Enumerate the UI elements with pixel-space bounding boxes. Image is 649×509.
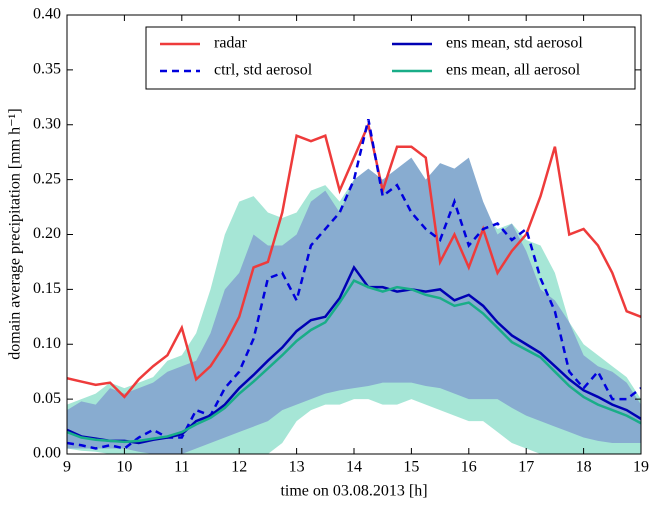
- x-tick-label: 16: [461, 459, 477, 476]
- y-tick-label: 0.25: [33, 170, 61, 187]
- x-tick-label: 19: [633, 459, 649, 476]
- series-line: [67, 118, 641, 450]
- series-line: [67, 120, 641, 399]
- y-tick-label: 0.00: [33, 445, 61, 462]
- legend-label: radar: [214, 35, 248, 52]
- x-tick-label: 18: [576, 459, 592, 476]
- y-tick-label: 0.40: [33, 6, 61, 23]
- x-tick-label: 11: [174, 459, 189, 476]
- x-tick-label: 13: [289, 459, 305, 476]
- series-line: [67, 279, 641, 444]
- x-tick-label: 14: [346, 459, 362, 476]
- y-tick-label: 0.35: [33, 61, 61, 78]
- y-tick-label: 0.20: [33, 225, 61, 242]
- x-tick-label: 17: [518, 459, 534, 476]
- y-tick-label: 0.30: [33, 115, 61, 132]
- y-axis-label: domain average precipitation [mm h⁻¹]: [7, 108, 24, 359]
- x-axis-label: time on 03.08.2013 [h]: [280, 483, 427, 500]
- y-tick-label: 0.05: [33, 390, 61, 407]
- x-tick-label: 9: [63, 459, 71, 476]
- x-tick-label: 15: [403, 459, 419, 476]
- x-tick-label: 12: [231, 459, 247, 476]
- legend-label: ctrl, std aerosol: [214, 62, 313, 79]
- legend-box: [145, 26, 636, 90]
- y-tick-label: 0.15: [33, 280, 61, 297]
- x-tick-label: 10: [116, 459, 132, 476]
- legend-label: ens mean, std aerosol: [446, 35, 583, 52]
- legend-label: ens mean, all aerosol: [446, 62, 581, 79]
- ensemble-band: [67, 157, 641, 454]
- y-tick-label: 0.10: [33, 335, 61, 352]
